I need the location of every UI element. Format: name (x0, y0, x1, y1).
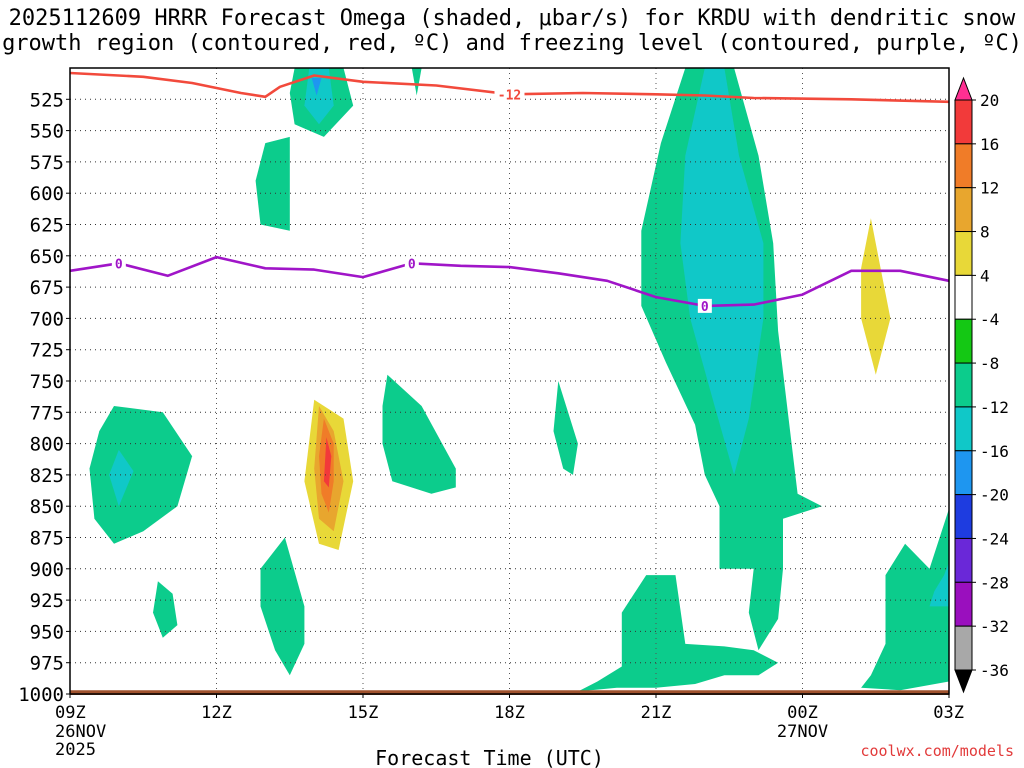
colorbar-swatch-13 (954, 625, 973, 671)
omega-region-26 (929, 562, 949, 607)
pressure-axis: 525 550 575 600 625 650 675 700 725 750 775 800 825 8… (18, 89, 70, 706)
colorbar-label-4: 4 (980, 266, 990, 285)
omega-region-6 (358, 247, 373, 290)
omega-region-22 (441, 318, 520, 563)
contour-label-0-0: -12 (498, 88, 521, 103)
omega-region-21 (382, 374, 456, 494)
y-tick-label-700: 700 (30, 308, 64, 330)
omega-region-4 (411, 68, 422, 96)
omega-region-8 (680, 68, 764, 475)
omega-region-23 (553, 381, 578, 475)
colorbar-swatch-4 (954, 231, 973, 276)
omega-region-9 (812, 68, 915, 413)
omega-region-2 (311, 78, 322, 96)
contour-label-bg-0-0 (494, 87, 525, 102)
omega-region-1 (304, 68, 334, 125)
colorbar-swatch-7 (954, 362, 973, 408)
x-tick-label-21Z: 21Z (641, 703, 672, 723)
colorbar-swatch-9 (954, 450, 973, 496)
y-tick-label-525: 525 (30, 89, 64, 111)
colorbar-top-arrow (954, 76, 973, 101)
colorbar-label-2: 12 (980, 179, 999, 198)
colorbar-label-0: 20 (980, 91, 999, 110)
colorbar-label-6: -8 (980, 354, 999, 373)
x-tick-label-03Z: 03Z (933, 703, 964, 723)
colorbar: 20 16 12 8 4 -4 -8 -12 -16 -20 -24 -28 -32 -36 (954, 76, 1009, 694)
x-axis-label: Forecast Time (UTC) (375, 746, 604, 768)
chart-title-line-1: 2025112609 HRRR Forecast Omega (shaded, … (8, 6, 1016, 31)
colorbar-swatch-12 (954, 581, 973, 627)
omega-region-13 (153, 581, 178, 638)
colorbar-label-10: -24 (980, 529, 1009, 548)
colorbar-label-13: -36 (980, 661, 1009, 680)
y-tick-label-725: 725 (30, 340, 64, 362)
colorbar-label-3: 8 (980, 223, 990, 242)
omega-region-12 (109, 449, 134, 507)
y-tick-label-750: 750 (30, 371, 64, 393)
omega-region-5 (309, 218, 334, 234)
x-tick-label-00Z: 00Z (787, 703, 818, 723)
contour-lines: -12 0 0 0 (69, 71, 950, 315)
colorbar-label-8: -16 (980, 442, 1009, 461)
colorbar-label-12: -32 (980, 617, 1009, 636)
contour-label-1-0: 0 (115, 257, 123, 272)
x-tick-label-12Z: 12Z (201, 703, 232, 723)
contour-label-bg-1-1 (404, 256, 419, 271)
contour-line-0 (69, 71, 950, 104)
x-tick-sublabel-00Z-0: 27NOV (777, 722, 828, 742)
colorbar-label-5: -4 (980, 310, 999, 329)
omega-region-24 (577, 575, 779, 692)
colorbar-swatch-11 (954, 537, 973, 583)
y-tick-label-675: 675 (30, 277, 64, 299)
colorbar-swatch-5 (954, 274, 973, 320)
contour-label-bg-1-2 (697, 298, 712, 313)
x-tick-label-18Z: 18Z (494, 703, 525, 723)
omega-region-3 (255, 136, 290, 231)
x-tick-label-09Z: 09Z (55, 703, 86, 723)
colorbar-label-1: 16 (980, 135, 999, 154)
y-tick-label-1000: 1000 (18, 684, 64, 706)
colorbar-label-11: -28 (980, 573, 1009, 592)
omega-shading-layer (89, 68, 949, 692)
contour-line-1 (69, 255, 950, 308)
y-tick-label-925: 925 (30, 590, 64, 612)
colorbar-swatch-8 (954, 406, 973, 452)
chart-title-line-2: growth region (contoured, red, ºC) and f… (2, 31, 1022, 56)
y-tick-label-875: 875 (30, 528, 64, 550)
contour-label-bg-1-0 (111, 256, 126, 271)
colorbar-swatch-2 (954, 143, 973, 189)
colorbar-swatch-10 (954, 494, 973, 539)
y-tick-label-775: 775 (30, 402, 64, 424)
y-tick-label-850: 850 (30, 496, 64, 518)
x-tick-label-15Z: 15Z (348, 703, 379, 723)
omega-region-25 (861, 508, 949, 691)
y-tick-label-650: 650 (30, 246, 64, 268)
omega-region-10 (861, 218, 891, 375)
x-tick-sublabel-09Z-0: 26NOV (55, 722, 106, 742)
contour-label-1-2: 0 (701, 300, 709, 315)
y-tick-label-950: 950 (30, 621, 64, 643)
y-tick-label-975: 975 (30, 653, 64, 675)
omega-region-15 (255, 406, 280, 457)
colorbar-swatch-3 (954, 187, 973, 233)
y-tick-label-800: 800 (30, 434, 64, 456)
omega-region-14 (260, 537, 305, 676)
y-tick-label-825: 825 (30, 465, 64, 487)
x-tick-sublabel-09Z-1: 2025 (55, 740, 96, 760)
y-tick-label-625: 625 (30, 215, 64, 237)
contour-label-1-1: 0 (408, 257, 416, 272)
credit-text: coolwx.com/models (860, 742, 1014, 760)
y-tick-label-575: 575 (30, 152, 64, 174)
colorbar-swatch-6 (954, 318, 973, 364)
y-tick-label-900: 900 (30, 559, 64, 581)
ground-surface (70, 690, 949, 695)
y-tick-label-550: 550 (30, 121, 64, 143)
colorbar-label-7: -12 (980, 398, 1009, 417)
colorbar-bottom-arrow (954, 669, 973, 694)
y-tick-label-600: 600 (30, 183, 64, 205)
colorbar-swatch-1 (954, 99, 973, 145)
colorbar-label-9: -20 (980, 486, 1009, 505)
